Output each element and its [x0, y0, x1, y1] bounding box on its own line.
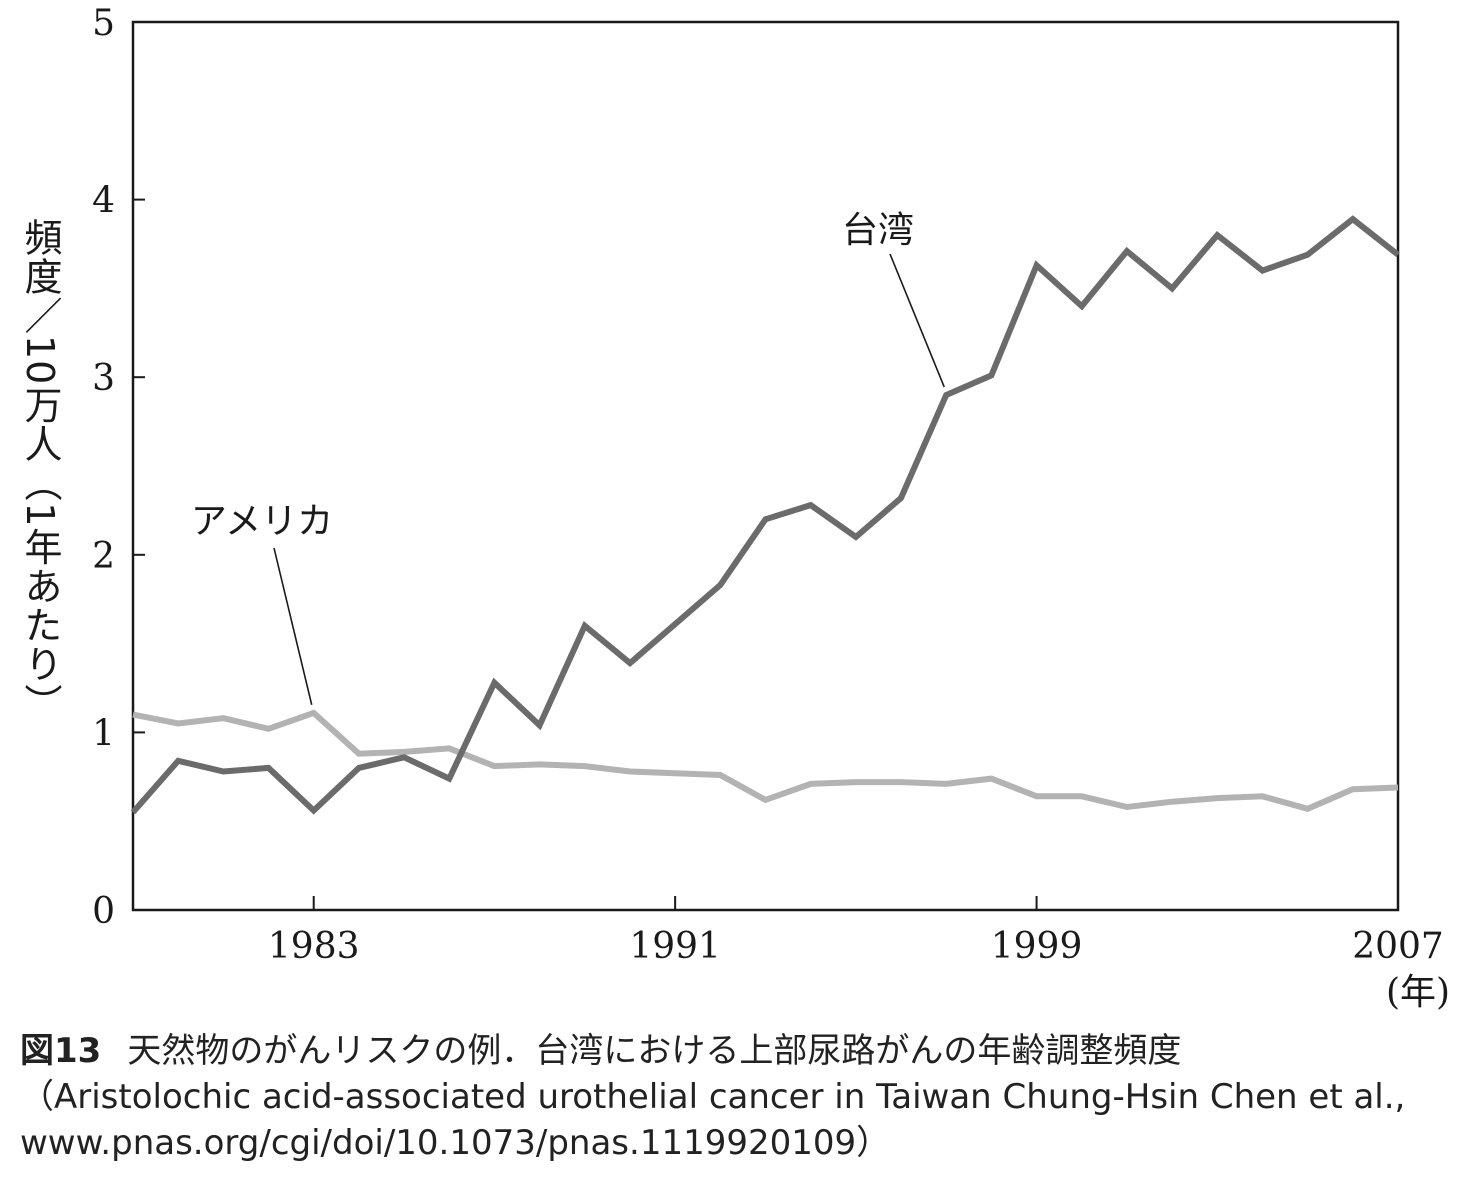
y-tick-label: 5 [92, 3, 115, 44]
caption-source: （Aristolochic acid-associated urothelial… [20, 1077, 1406, 1163]
caption-title: 天然物のがんリスクの例．台湾における上部尿路がんの年齢調整頻度 [127, 1031, 1182, 1071]
plot-border [131, 20, 1400, 912]
y-axis: 0 1 2 3 4 5 [92, 3, 145, 932]
y-tick-label: 4 [92, 181, 115, 222]
y-tick-label: 2 [92, 536, 115, 577]
y-axis-label: 頻度／10万人（1年あたり） [18, 218, 62, 723]
figure-number: 図13 [20, 1031, 102, 1071]
caption-title-line: 図13 天然物のがんリスクの例．台湾における上部尿路がんの年齢調整頻度 [20, 1028, 1450, 1074]
x-tick-label: 1991 [629, 926, 721, 967]
y-tick-label: 0 [92, 891, 115, 932]
series-annotation: 台湾 [842, 210, 914, 251]
annotation-leader [889, 253, 945, 388]
series-annotation: アメリカ [191, 501, 333, 542]
x-tick-label: 1983 [268, 926, 360, 967]
y-tick-label: 1 [92, 713, 115, 754]
series-line [132, 709, 1399, 812]
x-tick-label: 2007 [1352, 926, 1444, 967]
figure-caption: 図13 天然物のがんリスクの例．台湾における上部尿路がんの年齢調整頻度 （Aris… [20, 1028, 1450, 1166]
annotation-leader [273, 547, 313, 706]
x-axis: 1983 1991 1999 2007 [268, 896, 1444, 967]
series-line [130, 215, 1400, 815]
x-axis-label: (年) [1386, 972, 1450, 1013]
y-tick-label: 3 [92, 358, 115, 399]
series-layer [130, 215, 1400, 815]
plot-frame [131, 20, 1400, 912]
x-tick-label: 1999 [991, 926, 1083, 967]
